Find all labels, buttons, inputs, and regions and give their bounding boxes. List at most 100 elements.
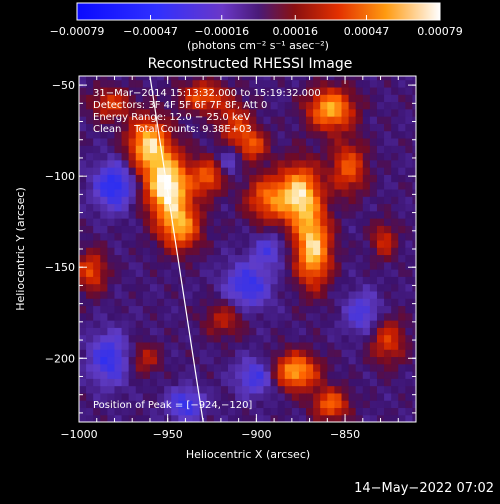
heatmap-cell	[79, 130, 87, 139]
heatmap-cell	[263, 320, 272, 328]
heatmap-cell	[412, 94, 416, 103]
heatmap-cell	[306, 283, 314, 292]
heatmap-cell	[256, 400, 265, 409]
heatmap-cell	[298, 152, 307, 161]
heatmap-cell	[164, 261, 172, 270]
heatmap-cell	[149, 349, 158, 358]
heatmap-cell	[171, 167, 179, 175]
heatmap-cell	[341, 305, 350, 314]
heatmap-cell	[263, 290, 272, 299]
heatmap-cell	[391, 327, 399, 336]
heatmap-cell	[86, 334, 94, 343]
heatmap-cell	[164, 254, 172, 263]
heatmap-cell	[114, 79, 123, 88]
heatmap-cell	[412, 320, 416, 328]
heatmap-cell	[320, 79, 328, 88]
heatmap-cell	[213, 254, 222, 263]
heatmap-cell	[178, 407, 187, 416]
heatmap-cell	[341, 363, 350, 372]
heatmap-cell	[157, 108, 165, 117]
heatmap-cell	[270, 371, 279, 379]
heatmap-cell	[405, 116, 414, 124]
heatmap-cell	[206, 312, 215, 321]
heatmap-cell	[121, 188, 130, 197]
heatmap-cell	[298, 137, 307, 146]
heatmap-cell	[284, 341, 293, 350]
heatmap-cell	[334, 400, 343, 409]
heatmap-cell	[135, 356, 144, 365]
heatmap-cell	[185, 196, 194, 205]
heatmap-cell	[114, 371, 123, 379]
heatmap-cell	[128, 152, 137, 161]
heatmap-cell	[405, 101, 414, 110]
heatmap-cell	[114, 298, 123, 307]
heatmap-cell	[220, 276, 229, 285]
heatmap-cell	[320, 349, 328, 358]
heatmap-cell	[192, 76, 201, 81]
heatmap-cell	[405, 261, 414, 270]
heatmap-cell	[114, 327, 123, 336]
heatmap-cell	[327, 210, 336, 219]
heatmap-cell	[192, 86, 201, 95]
heatmap-cell	[135, 247, 144, 256]
heatmap-cell	[327, 218, 336, 226]
heatmap-cell	[100, 327, 108, 336]
heatmap-cell	[100, 392, 108, 401]
heatmap-cell	[277, 116, 286, 124]
heatmap-cell	[185, 269, 194, 277]
heatmap-cell	[178, 210, 187, 219]
heatmap-cell	[376, 392, 385, 401]
heatmap-cell	[149, 269, 158, 277]
heatmap-cell	[93, 298, 101, 307]
heatmap-cell	[348, 79, 357, 88]
heatmap-cell	[235, 400, 243, 409]
heatmap-cell	[100, 181, 108, 190]
heatmap-cell	[384, 298, 392, 307]
heatmap-cell	[306, 254, 314, 263]
heatmap-cell	[412, 298, 416, 307]
x-tick-label: −850	[330, 428, 360, 441]
heatmap-cell	[235, 283, 243, 292]
heatmap-cell	[79, 247, 87, 256]
heatmap-cell	[206, 188, 215, 197]
heatmap-cell	[93, 312, 101, 321]
heatmap-cell	[227, 356, 236, 365]
heatmap-cell	[164, 218, 172, 226]
solar-limb-line	[149, 76, 204, 422]
heatmap-cell	[270, 385, 279, 394]
heatmap-cell	[398, 137, 406, 146]
heatmap-cell	[298, 312, 307, 321]
heatmap-cell	[178, 363, 187, 372]
heatmap-cell	[355, 101, 364, 110]
heatmap-cell	[355, 79, 364, 88]
heatmap-cell	[263, 269, 272, 277]
heatmap-cell	[121, 349, 130, 358]
heatmap-cell	[277, 210, 286, 219]
heatmap-cell	[270, 94, 279, 103]
heatmap-cell	[327, 108, 336, 117]
heatmap-cell	[235, 320, 243, 328]
heatmap-cell	[86, 276, 94, 285]
heatmap-cell	[185, 137, 194, 146]
heatmap-cell	[149, 261, 158, 270]
heatmap-cell	[355, 327, 364, 336]
heatmap-cell	[306, 145, 314, 154]
heatmap-cell	[178, 371, 187, 379]
heatmap-cell	[348, 210, 357, 219]
heatmap-cell	[213, 305, 222, 314]
heatmap-cell	[128, 290, 137, 299]
heatmap-cell	[100, 283, 108, 292]
heatmap-cell	[107, 174, 116, 183]
heatmap-cell	[369, 400, 378, 409]
heatmap-cell	[206, 269, 215, 277]
heatmap-cell	[114, 414, 123, 422]
heatmap-cell	[313, 239, 321, 248]
heatmap-cell	[178, 254, 187, 263]
heatmap-cell	[227, 363, 236, 372]
heatmap-cell	[171, 385, 179, 394]
heatmap-cell	[355, 290, 364, 299]
heatmap-cell	[405, 334, 414, 343]
heatmap-cell	[320, 232, 328, 241]
heatmap-cell	[114, 130, 123, 139]
heatmap-cell	[306, 320, 314, 328]
